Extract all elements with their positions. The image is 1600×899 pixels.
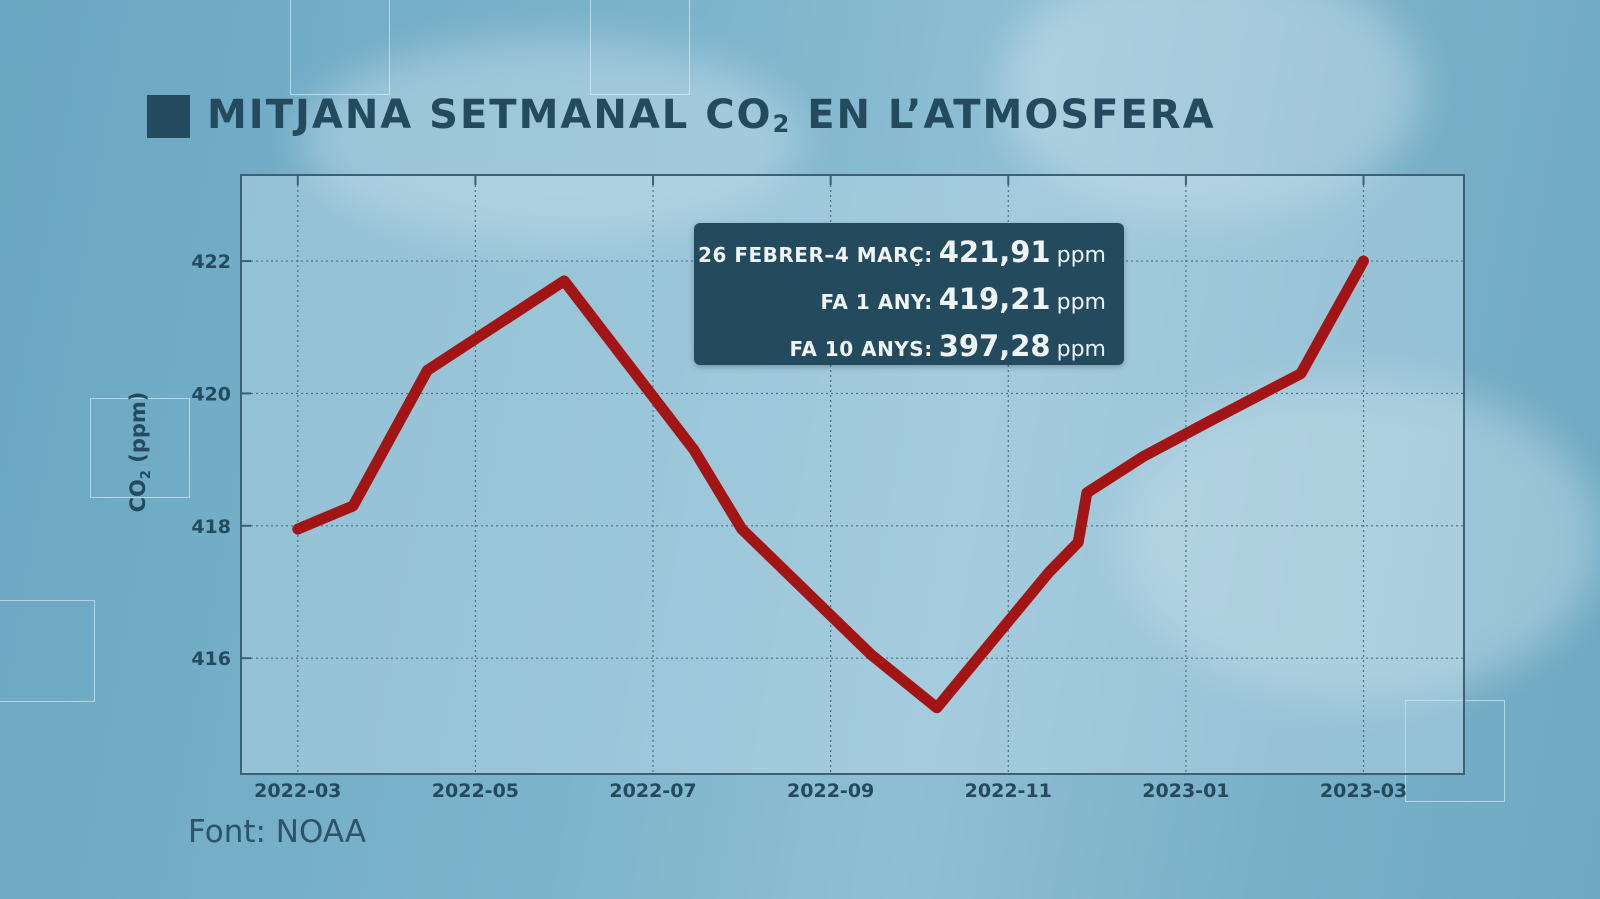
callout-label: FA 10 ANYS: — [789, 337, 933, 361]
y-tick-label: 418 — [191, 516, 231, 538]
callout-unit: ppm — [1056, 290, 1106, 315]
callout-value: 419,21 — [938, 282, 1051, 316]
x-tick-label: 2022-11 — [965, 780, 1052, 802]
callout-value: 421,91 — [938, 235, 1051, 269]
decorative-frame — [290, 0, 390, 95]
callout-value: 397,28 — [938, 329, 1051, 363]
value-callout: 26 FEBRER–4 MARÇ: 421,91 ppm FA 1 ANY: 419,… — [694, 223, 1124, 365]
x-tick-label: 2022-07 — [609, 780, 696, 802]
y-tick-label: 420 — [191, 383, 231, 405]
x-tick-label: 2022-09 — [787, 780, 874, 802]
source-note: Font: NOAA — [188, 814, 367, 850]
co2-series-line — [292, 255, 1369, 714]
x-tick-label: 2022-05 — [432, 780, 519, 802]
title-marker — [147, 95, 190, 138]
callout-label: 26 FEBRER–4 MARÇ: — [698, 243, 933, 267]
decorative-frame — [1405, 700, 1505, 802]
decorative-frame — [590, 0, 690, 95]
y-tick-label: 422 — [191, 251, 231, 273]
y-axis-label: CO2 (ppm) — [125, 391, 155, 513]
y-tick-label: 416 — [191, 648, 231, 670]
decorative-frame — [90, 398, 190, 498]
callout-unit: ppm — [1056, 243, 1106, 268]
x-tick-label: 2023-01 — [1142, 780, 1229, 802]
callout-unit: ppm — [1056, 337, 1106, 362]
chart-title: MITJANA SETMANAL CO2 EN L’ATMOSFERA — [207, 92, 1216, 138]
callout-label: FA 1 ANY: — [820, 290, 933, 314]
callout-row-10-years: FA 10 ANYS: 397,28 ppm — [694, 323, 1106, 370]
callout-row-1-year: FA 1 ANY: 419,21 ppm — [694, 276, 1106, 323]
callout-row-current: 26 FEBRER–4 MARÇ: 421,91 ppm — [694, 229, 1106, 276]
decorative-frame — [0, 600, 95, 702]
x-tick-label: 2023-03 — [1320, 780, 1407, 802]
x-tick-label: 2022-03 — [254, 780, 341, 802]
